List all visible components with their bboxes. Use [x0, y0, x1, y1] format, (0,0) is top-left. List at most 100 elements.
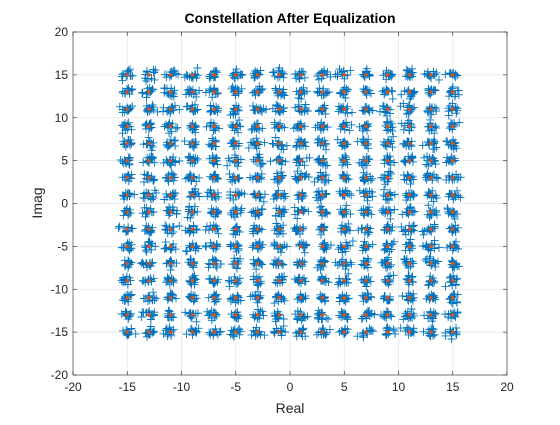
reference-point [125, 210, 130, 214]
reference-point [299, 193, 303, 197]
reference-point [342, 73, 347, 77]
reference-point [407, 158, 412, 163]
reference-point [277, 175, 281, 180]
reference-point [212, 90, 216, 94]
reference-point [407, 175, 412, 180]
reference-point [320, 193, 325, 197]
reference-point [147, 278, 151, 283]
reference-point [320, 210, 325, 214]
reference-point [255, 107, 260, 111]
reference-point [299, 90, 303, 94]
reference-point [407, 107, 412, 111]
reference-point [233, 107, 238, 111]
reference-point [277, 141, 281, 146]
reference-point [147, 73, 151, 77]
reference-point [147, 141, 151, 146]
reference-point [233, 261, 238, 266]
reference-point [147, 313, 151, 317]
reference-point [212, 73, 216, 77]
reference-point [385, 124, 390, 129]
reference-point [407, 73, 412, 77]
reference-point [450, 90, 455, 94]
reference-point [385, 175, 390, 180]
reference-point [429, 330, 433, 334]
reference-point [212, 278, 216, 283]
reference-point [364, 175, 368, 180]
x-tick-label: 15 [446, 380, 460, 394]
reference-point [233, 278, 238, 283]
y-tick-label: -5 [57, 239, 68, 253]
reference-point [450, 330, 455, 334]
y-tick-label: 5 [61, 154, 68, 168]
reference-point [125, 296, 130, 300]
reference-point [385, 73, 390, 77]
reference-point [233, 244, 238, 249]
reference-point [450, 227, 455, 232]
reference-point [364, 278, 368, 283]
reference-point [342, 296, 347, 300]
reference-point [407, 313, 412, 317]
reference-point [320, 278, 325, 283]
reference-point [364, 141, 368, 146]
reference-point [255, 313, 260, 317]
reference-points [125, 73, 455, 334]
reference-point [147, 210, 151, 214]
reference-point [255, 296, 260, 300]
reference-point [364, 261, 368, 266]
reference-point [364, 210, 368, 214]
x-tick-label: 20 [500, 380, 514, 394]
reference-point [190, 193, 195, 197]
reference-point [385, 313, 390, 317]
y-tick-label: 0 [61, 197, 68, 211]
reference-point [147, 330, 151, 334]
reference-point [212, 175, 216, 180]
reference-point [450, 313, 455, 317]
reference-point [429, 175, 433, 180]
reference-point [190, 313, 195, 317]
reference-point [450, 158, 455, 163]
reference-point [429, 210, 433, 214]
reference-point [277, 278, 281, 283]
reference-point [255, 90, 260, 94]
reference-point [320, 227, 325, 232]
reference-point [168, 141, 173, 146]
reference-point [125, 124, 130, 129]
reference-point [277, 261, 281, 266]
reference-point [255, 244, 260, 249]
reference-point [255, 261, 260, 266]
reference-point [299, 124, 303, 129]
reference-point [190, 296, 195, 300]
reference-point [450, 296, 455, 300]
reference-point [429, 313, 433, 317]
reference-point [299, 296, 303, 300]
reference-point [342, 90, 347, 94]
x-axis-label: Real [276, 400, 305, 416]
reference-point [342, 175, 347, 180]
reference-point [125, 227, 130, 232]
reference-point [320, 107, 325, 111]
ticks [72, 31, 508, 376]
reference-point [255, 227, 260, 232]
reference-point [429, 90, 433, 94]
reference-point [407, 227, 412, 232]
reference-point [385, 210, 390, 214]
reference-point [299, 73, 303, 77]
reference-point [429, 158, 433, 163]
reference-point [277, 107, 281, 111]
reference-point [255, 330, 260, 334]
reference-point [212, 158, 216, 163]
reference-point [320, 90, 325, 94]
reference-point [125, 90, 130, 94]
reference-point [450, 175, 455, 180]
reference-point [190, 90, 195, 94]
reference-point [190, 278, 195, 283]
reference-point [429, 296, 433, 300]
reference-point [407, 124, 412, 129]
reference-point [429, 73, 433, 77]
reference-point [190, 158, 195, 163]
reference-point [190, 124, 195, 129]
reference-point [320, 313, 325, 317]
reference-point [212, 244, 216, 249]
